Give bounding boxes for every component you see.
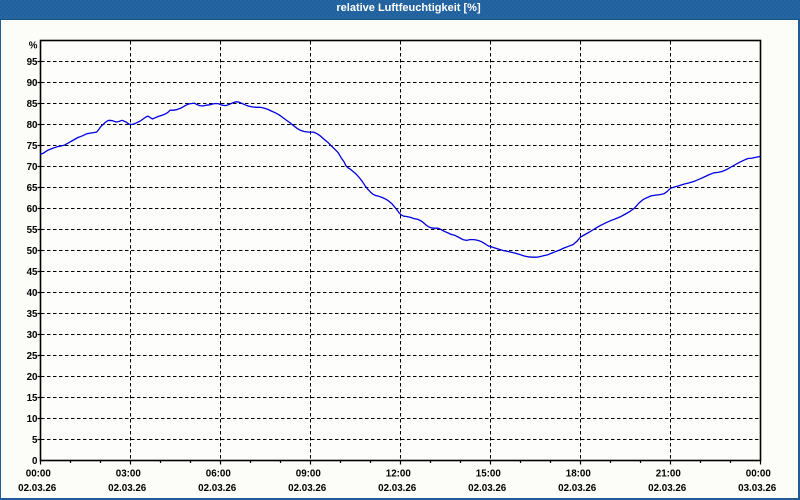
svg-text:0: 0: [32, 456, 38, 467]
svg-text:5: 5: [32, 435, 38, 446]
svg-text:21:00: 21:00: [656, 468, 682, 479]
svg-text:02.03.26: 02.03.26: [648, 483, 687, 494]
svg-text:09:00: 09:00: [296, 468, 322, 479]
svg-text:00:00: 00:00: [746, 468, 772, 479]
svg-text:15:00: 15:00: [476, 468, 502, 479]
svg-text:90: 90: [27, 78, 38, 89]
svg-text:20: 20: [27, 372, 38, 383]
svg-text:35: 35: [27, 309, 38, 320]
svg-text:50: 50: [27, 246, 38, 257]
svg-text:02.03.26: 02.03.26: [198, 483, 237, 494]
svg-text:03.03.26: 03.03.26: [738, 483, 777, 494]
svg-text:06:00: 06:00: [206, 468, 232, 479]
svg-text:00:00: 00:00: [26, 468, 52, 479]
svg-text:95: 95: [27, 57, 38, 68]
svg-text:70: 70: [27, 162, 38, 173]
svg-text:02.03.26: 02.03.26: [558, 483, 597, 494]
svg-text:10: 10: [27, 414, 38, 425]
svg-text:%: %: [29, 40, 38, 51]
svg-text:80: 80: [27, 120, 38, 131]
svg-text:25: 25: [27, 351, 38, 362]
svg-text:55: 55: [27, 225, 38, 236]
svg-text:15: 15: [27, 393, 38, 404]
svg-text:12:00: 12:00: [386, 468, 412, 479]
svg-text:02.03.26: 02.03.26: [378, 483, 417, 494]
svg-text:75: 75: [27, 141, 38, 152]
svg-text:03:00: 03:00: [116, 468, 142, 479]
svg-text:18:00: 18:00: [566, 468, 592, 479]
svg-text:65: 65: [27, 183, 38, 194]
svg-text:45: 45: [27, 267, 38, 278]
svg-text:02.03.26: 02.03.26: [108, 483, 147, 494]
svg-text:02.03.26: 02.03.26: [18, 483, 57, 494]
svg-text:30: 30: [27, 330, 38, 341]
svg-text:02.03.26: 02.03.26: [288, 483, 327, 494]
svg-text:60: 60: [27, 204, 38, 215]
svg-text:40: 40: [27, 288, 38, 299]
svg-text:85: 85: [27, 99, 38, 110]
svg-text:02.03.26: 02.03.26: [468, 483, 507, 494]
